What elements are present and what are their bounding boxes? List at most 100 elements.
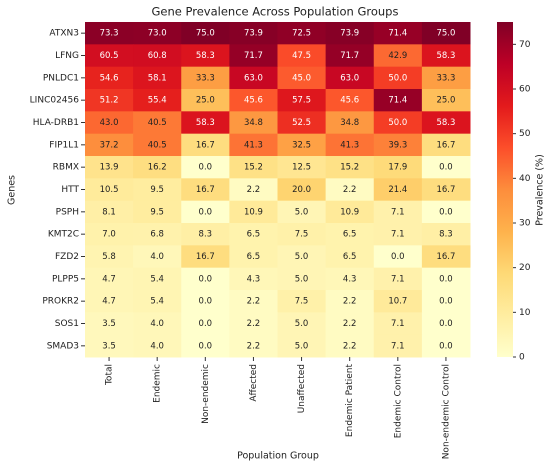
cell-label: 58.3	[196, 51, 215, 61]
heatmap-cell	[229, 89, 278, 112]
heatmap-cell	[85, 178, 134, 202]
cell-label: 2.2	[247, 297, 261, 307]
cell-label: 71.7	[340, 51, 359, 61]
heatmap-cell	[325, 44, 375, 68]
cell-label: 73.0	[148, 29, 167, 39]
x-tick-label: Non-endemic Control	[441, 364, 451, 459]
heatmap-cell	[325, 312, 375, 336]
colorbar-label: Prevalence (%)	[535, 154, 546, 226]
heatmap-cell	[85, 245, 134, 269]
cell-label: 41.3	[244, 140, 263, 150]
heatmap-cell	[133, 111, 182, 135]
heatmap-cell	[373, 111, 423, 135]
heatmap-cell	[229, 66, 278, 90]
heatmap-cell	[229, 111, 278, 135]
cell-label: 73.9	[340, 29, 359, 39]
y-tick-label: PROKR2	[42, 297, 79, 307]
cell-label: 54.6	[100, 73, 119, 83]
heatmap-cell	[277, 133, 327, 157]
heatmap-cell	[229, 156, 278, 179]
cell-label: 73.9	[244, 29, 263, 39]
heatmap-cell	[277, 156, 327, 179]
cell-label: 16.7	[196, 140, 215, 150]
cell-label: 45.6	[340, 96, 359, 106]
cell-label: 42.9	[388, 51, 407, 61]
cell-label: 0.0	[199, 207, 213, 217]
colorbar	[497, 22, 513, 357]
cell-label: 60.8	[148, 51, 167, 61]
heatmap-cell	[421, 89, 471, 112]
cell-label: 2.2	[247, 319, 261, 329]
heatmap-cell	[85, 156, 134, 179]
cell-label: 75.0	[436, 29, 455, 39]
heatmap-cell	[421, 44, 471, 68]
heatmap-cell	[229, 312, 278, 336]
cell-label: 16.7	[436, 252, 455, 262]
cell-label: 0.0	[439, 341, 453, 351]
heatmap-cell	[229, 267, 278, 291]
heatmap-cell	[85, 290, 134, 313]
cell-label: 13.9	[100, 163, 119, 173]
cell-label: 39.3	[388, 140, 407, 150]
cell-label: 7.0	[102, 230, 116, 240]
cell-label: 8.1	[102, 207, 116, 217]
cell-label: 7.1	[391, 274, 405, 284]
heatmap-cell	[85, 312, 134, 336]
heatmap-cell	[373, 290, 423, 313]
colorbar-tick-label: 70	[519, 40, 531, 50]
heatmap-cell	[373, 44, 423, 68]
heatmap-cell	[421, 290, 471, 313]
heatmap-cell	[277, 111, 327, 135]
cell-label: 6.5	[247, 230, 261, 240]
cell-label: 16.2	[148, 163, 167, 173]
cell-label: 5.0	[295, 207, 309, 217]
cell-label: 37.2	[100, 140, 119, 150]
cell-label: 33.3	[436, 73, 455, 83]
heatmap-cell	[133, 267, 182, 291]
cell-label: 4.3	[343, 274, 357, 284]
x-tick-label: Affected	[249, 364, 259, 402]
heatmap-cell	[421, 111, 471, 135]
cell-label: 25.0	[196, 96, 215, 106]
cell-label: 34.8	[340, 118, 359, 128]
heatmap-cell	[229, 200, 278, 224]
cell-label: 50.0	[388, 73, 407, 83]
y-tick-label: HTT	[61, 185, 79, 195]
heatmap-cell	[325, 66, 375, 90]
heatmap-cell	[373, 334, 423, 358]
y-tick-label: SOS1	[55, 319, 79, 329]
heatmap-cell	[421, 178, 471, 202]
cell-label: 5.0	[295, 319, 309, 329]
cell-label: 2.2	[343, 185, 357, 195]
y-tick-label: PSPH	[56, 207, 79, 217]
heatmap-cell	[181, 312, 230, 336]
cell-label: 10.5	[100, 185, 119, 195]
y-tick-label: PLPP5	[52, 274, 79, 284]
heatmap-cell	[421, 200, 471, 224]
heatmap-cell	[85, 44, 134, 68]
cell-label: 6.8	[150, 230, 164, 240]
chart-title: Gene Prevalence Across Population Groups	[152, 5, 399, 19]
heatmap-cell	[325, 156, 375, 179]
heatmap-cell	[421, 156, 471, 179]
heatmap-cell	[325, 334, 375, 358]
y-tick-label: SMAD3	[47, 341, 79, 351]
heatmap-cell	[85, 66, 134, 90]
heatmap-cell	[181, 178, 230, 202]
heatmap-cell	[325, 267, 375, 291]
heatmap-cell	[85, 267, 134, 291]
cell-label: 15.2	[244, 163, 263, 173]
cell-label: 2.2	[247, 341, 261, 351]
heatmap-cell	[229, 178, 278, 202]
cell-label: 0.0	[199, 274, 213, 284]
heatmap-cell	[277, 178, 327, 202]
heatmap-cell	[277, 223, 327, 246]
heatmap-cell	[181, 200, 230, 224]
cell-label: 2.2	[247, 185, 261, 195]
cell-label: 40.5	[148, 118, 167, 128]
cell-label: 5.0	[295, 252, 309, 262]
cell-label: 0.0	[391, 252, 405, 262]
x-tick-label: Endemic Control	[393, 364, 403, 438]
x-tick-label: Unaffected	[297, 364, 307, 413]
heatmap-cell	[373, 22, 423, 45]
